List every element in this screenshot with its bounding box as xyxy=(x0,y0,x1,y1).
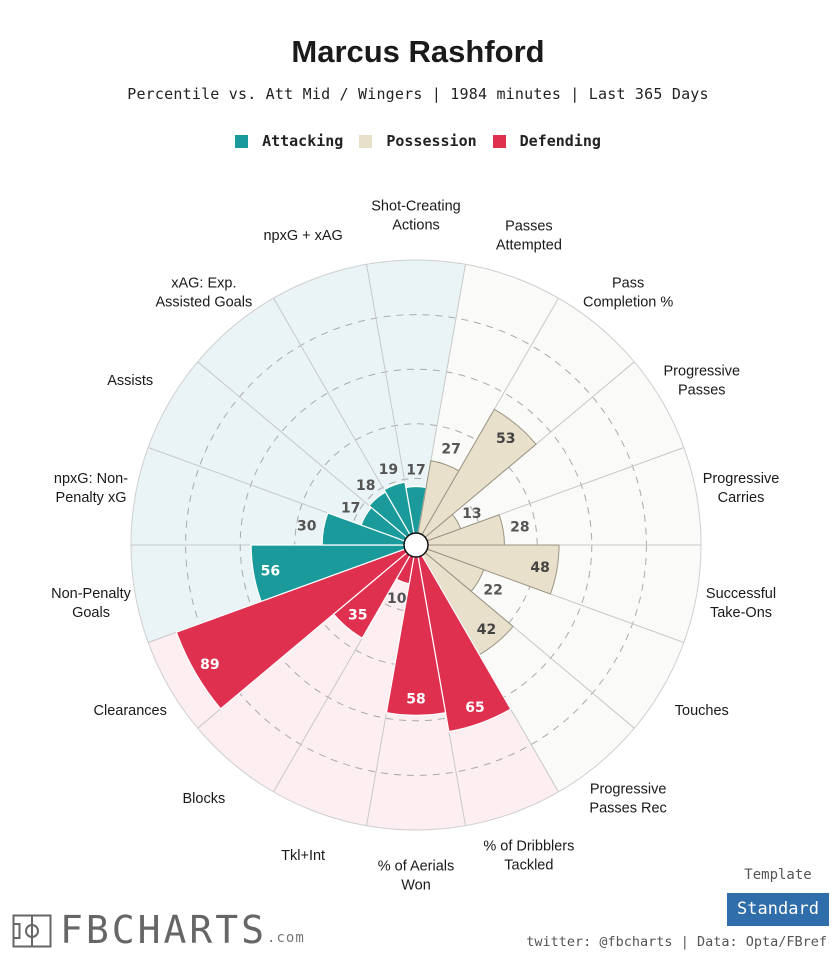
legend-swatch-defending xyxy=(492,134,506,148)
legend-item-attacking: Attacking xyxy=(235,132,343,150)
legend-swatch-attacking xyxy=(235,134,249,148)
data-bars xyxy=(175,408,560,733)
category-label-of-aerials-won: % of Aerials Won xyxy=(378,859,455,894)
category-label-successful-take-ons: Successful Take-Ons xyxy=(706,586,776,621)
center-dot xyxy=(403,532,429,558)
category-label-npxg-xag: npxG + xAG xyxy=(263,228,342,244)
value-label-progressive-passes-rec: 42 xyxy=(477,622,496,638)
sector-bg-passes-attempted xyxy=(418,264,559,535)
value-label-touches: 22 xyxy=(483,583,502,599)
value-label-blocks: 35 xyxy=(348,607,367,623)
data-credit: twitter: @fbcharts | Data: Opta/FBref xyxy=(526,934,827,950)
page-subtitle: Percentile vs. Att Mid / Wingers | 1984 … xyxy=(127,85,709,103)
category-label-progressive-passes-rec: Progressive Passes Rec xyxy=(589,781,666,816)
category-label-xag-exp-assisted-goals: xAG: Exp. Assisted Goals xyxy=(156,276,253,311)
value-label-successful-take-ons: 48 xyxy=(530,560,549,576)
category-label-passes-attempted: Passes Attempted xyxy=(496,218,562,253)
legend-label-defending: Defending xyxy=(519,132,601,150)
category-label-progressive-passes: Progressive Passes xyxy=(664,364,741,399)
category-label-npxg-non-penalty-xg: npxG: Non-Penalty xG xyxy=(54,471,128,506)
pitch-icon xyxy=(12,914,52,948)
sector-bg-xag-exp-assisted-goals xyxy=(197,298,410,538)
value-label-npxg-non-penalty-xg: 30 xyxy=(297,519,317,535)
category-labels: Shot-Creating Actions Passes Attempted Pass C… xyxy=(51,199,779,894)
sector-bg-assists xyxy=(148,361,407,541)
legend-swatch-possession xyxy=(359,134,373,148)
value-label-progressive-carries: 28 xyxy=(510,520,529,536)
value-label-npxg-xag: 19 xyxy=(379,462,398,478)
category-label-tkl-int: Tkl+Int xyxy=(281,848,325,864)
sector-bg-tkl-int xyxy=(273,555,414,826)
category-label-clearances: Clearances xyxy=(94,703,167,719)
category-label-assists: Assists xyxy=(107,373,153,389)
legend: Attacking Possession Defending xyxy=(0,132,836,150)
value-label-progressive-passes: 13 xyxy=(462,506,481,522)
value-label-xag-exp-assisted-goals: 18 xyxy=(356,478,375,494)
value-label-of-aerials-won: 58 xyxy=(406,691,425,707)
brand-suffix: .com xyxy=(267,930,305,946)
sector-bg-touches xyxy=(425,549,684,729)
value-label-tkl-int: 10 xyxy=(387,591,407,607)
category-label-shot-creating-actions: Shot-Creating Actions xyxy=(371,199,460,234)
category-label-blocks: Blocks xyxy=(183,791,226,807)
sector-bg-progressive-passes xyxy=(425,361,684,541)
brand-logo: FBCHARTS .com xyxy=(12,908,305,952)
category-label-progressive-carries: Progressive Carries xyxy=(703,471,780,506)
category-label-touches: Touches xyxy=(675,703,729,719)
legend-label-attacking: Attacking xyxy=(262,132,344,150)
sector-bg-shot-creating-actions xyxy=(366,260,466,534)
legend-label-possession: Possession xyxy=(386,132,477,150)
value-label-passes-attempted: 27 xyxy=(441,441,460,457)
category-label-pass-completion: Pass Completion % xyxy=(583,276,673,311)
template-button[interactable]: Standard xyxy=(727,893,829,926)
value-label-shot-creating-actions: 17 xyxy=(406,463,425,479)
value-label-of-dribblers-tackled: 65 xyxy=(465,700,484,716)
value-label-non-penalty-goals: 56 xyxy=(261,564,280,580)
category-label-non-penalty-goals: Non-Penalty Goals xyxy=(51,586,132,621)
brand-name: FBCHARTS xyxy=(60,908,268,952)
value-label-pass-completion: 53 xyxy=(496,431,515,447)
page-title: Marcus Rashford xyxy=(291,34,545,69)
category-label-of-dribblers-tackled: % of Dribblers Tackled xyxy=(483,839,574,874)
sector-bg-npxg-xag xyxy=(273,264,414,535)
legend-item-defending: Defending xyxy=(492,132,601,150)
template-label: Template xyxy=(744,867,812,883)
value-label-clearances: 89 xyxy=(200,657,219,673)
value-label-assists: 17 xyxy=(341,500,360,516)
legend-item-possession: Possession xyxy=(359,132,477,150)
